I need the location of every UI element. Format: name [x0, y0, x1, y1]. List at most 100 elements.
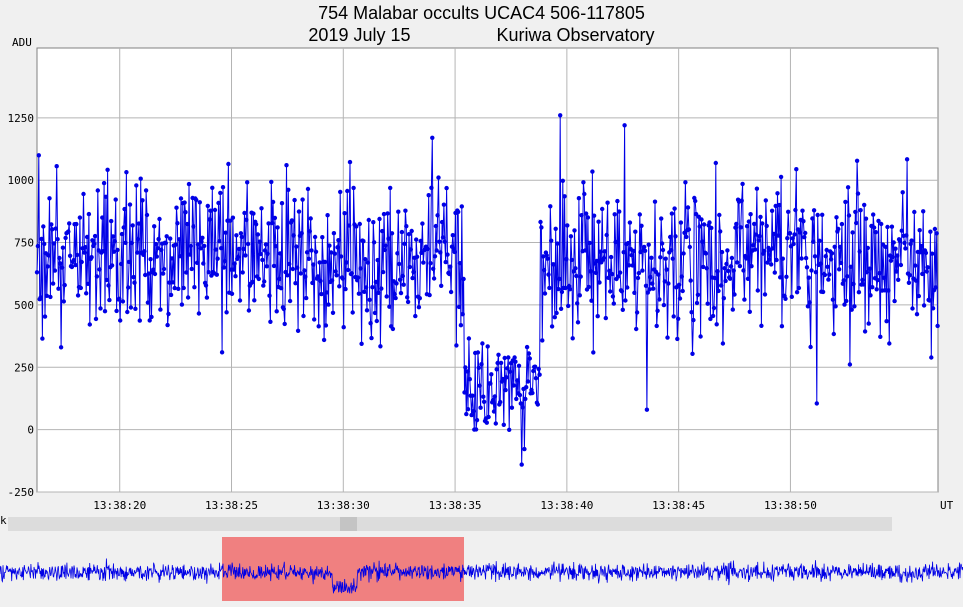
data-point: [144, 212, 150, 218]
data-point: [376, 290, 381, 295]
data-point: [292, 197, 297, 203]
data-point: [913, 263, 918, 268]
data-point: [40, 336, 45, 341]
data-point: [563, 285, 568, 291]
data-point: [380, 269, 386, 275]
data-point: [92, 241, 97, 247]
data-point: [718, 283, 724, 288]
data-point: [919, 243, 924, 249]
data-point: [662, 279, 667, 284]
data-point: [159, 247, 164, 253]
data-point: [367, 297, 372, 302]
data-point: [927, 298, 932, 303]
data-point: [109, 218, 114, 224]
data-point: [790, 236, 795, 241]
data-point: [479, 362, 484, 367]
data-point: [84, 291, 89, 296]
data-point: [675, 336, 680, 342]
data-point: [136, 221, 142, 226]
data-point: [432, 254, 438, 259]
data-point: [586, 284, 591, 290]
data-point: [87, 322, 93, 327]
data-point: [611, 301, 616, 306]
data-point: [411, 269, 416, 275]
data-point: [847, 362, 853, 367]
data-point: [810, 216, 815, 221]
data-point: [387, 304, 392, 309]
data-point: [467, 377, 472, 382]
data-point: [95, 188, 101, 193]
data-point: [174, 205, 179, 210]
data-point: [295, 265, 300, 270]
data-point: [115, 247, 120, 253]
data-point: [390, 326, 396, 332]
data-point: [102, 309, 108, 314]
data-point: [746, 219, 752, 224]
data-point: [518, 401, 523, 406]
scrollbar-left-mark: k: [0, 514, 7, 527]
data-point: [489, 372, 494, 377]
data-point: [90, 238, 95, 243]
data-point: [756, 238, 761, 243]
data-point: [213, 247, 219, 252]
data-point: [549, 238, 554, 243]
data-point: [287, 261, 292, 267]
data-point: [300, 197, 305, 202]
data-point: [346, 267, 351, 273]
data-point: [653, 269, 659, 274]
data-point: [117, 296, 122, 301]
data-point: [634, 326, 639, 332]
data-point: [665, 335, 670, 340]
data-point: [476, 365, 481, 370]
data-point: [62, 282, 67, 288]
data-point: [396, 209, 401, 214]
data-point: [242, 210, 247, 216]
data-point: [861, 282, 866, 287]
data-point: [676, 316, 681, 321]
data-point: [36, 153, 41, 158]
data-point: [631, 248, 636, 254]
data-point: [889, 224, 895, 229]
data-point: [486, 414, 491, 420]
data-point: [282, 321, 287, 327]
scrollbar-thumb[interactable]: [340, 517, 357, 531]
data-point: [522, 446, 527, 452]
data-point: [142, 249, 147, 254]
data-point: [730, 307, 735, 312]
data-point: [928, 229, 933, 234]
data-point: [912, 209, 917, 215]
data-point: [656, 272, 661, 277]
data-point: [450, 233, 455, 238]
horizontal-scrollbar[interactable]: [8, 517, 892, 531]
data-point: [897, 239, 903, 244]
data-point: [609, 271, 615, 277]
data-point: [884, 319, 889, 324]
data-point: [57, 255, 62, 261]
data-point: [133, 306, 138, 311]
data-point: [100, 215, 105, 220]
data-point: [236, 246, 242, 252]
data-point: [324, 290, 329, 295]
data-point: [725, 248, 730, 253]
data-point: [568, 234, 574, 239]
data-point: [170, 280, 176, 285]
data-point: [199, 239, 204, 244]
data-point: [484, 420, 489, 425]
overview-strip[interactable]: [0, 537, 963, 607]
data-point: [578, 274, 583, 279]
data-point: [134, 183, 139, 188]
data-point: [135, 236, 141, 242]
data-point: [86, 211, 92, 217]
data-point: [89, 255, 94, 260]
data-point: [494, 367, 499, 372]
data-point: [187, 252, 193, 257]
data-point: [513, 359, 518, 364]
data-point: [58, 345, 64, 350]
data-point: [434, 248, 439, 253]
data-point: [255, 232, 261, 237]
data-point: [221, 265, 227, 270]
data-point: [504, 375, 509, 380]
data-point: [378, 344, 383, 349]
data-point: [659, 216, 664, 221]
data-point: [642, 244, 647, 250]
